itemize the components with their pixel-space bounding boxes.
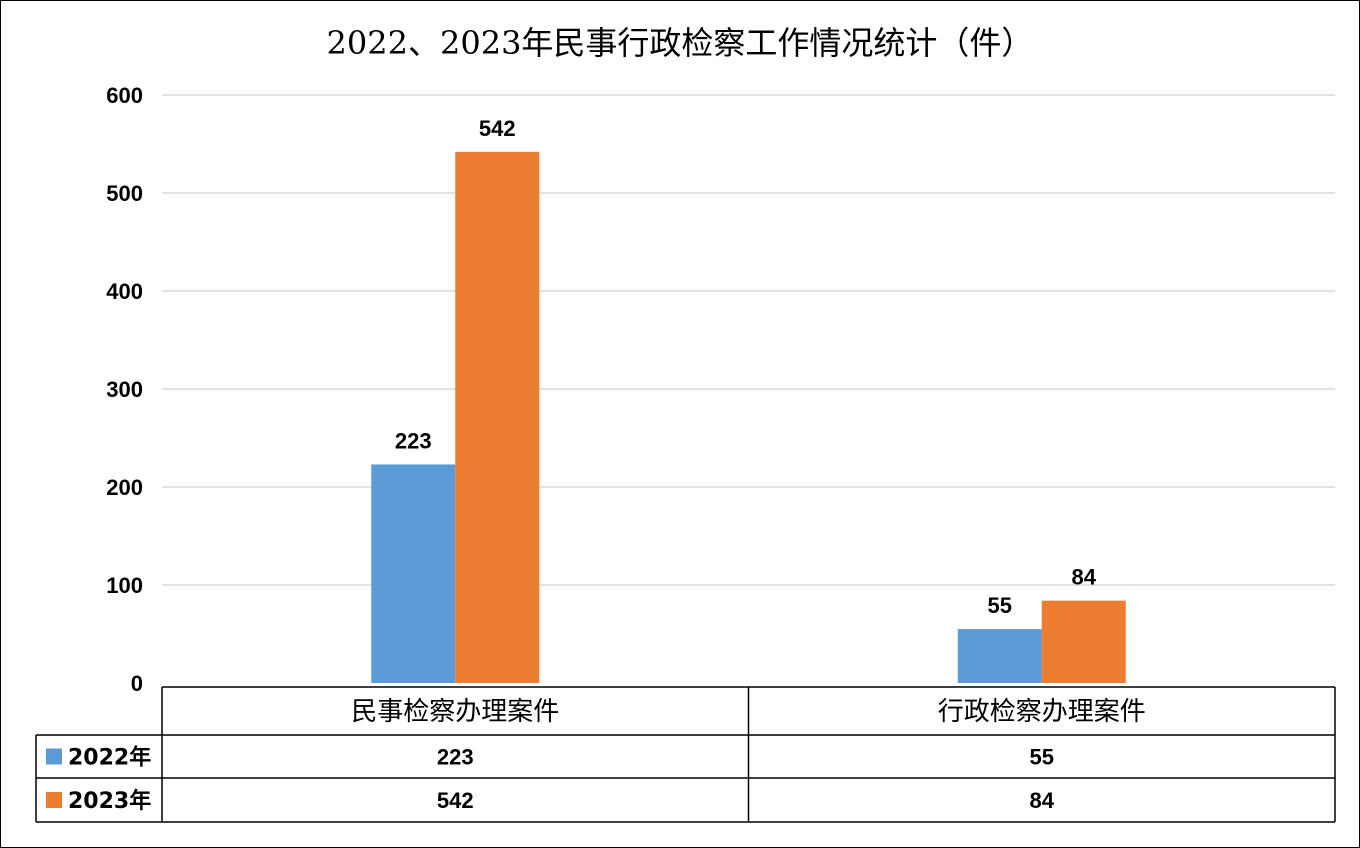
data-label: 223 bbox=[395, 428, 432, 453]
table-cell-value: 223 bbox=[437, 745, 474, 770]
y-tick-label: 600 bbox=[106, 83, 143, 108]
y-tick-label: 300 bbox=[106, 377, 143, 402]
legend-label: 2023年 bbox=[68, 788, 151, 814]
data-label: 55 bbox=[988, 593, 1012, 618]
y-tick-label: 500 bbox=[106, 181, 143, 206]
data-label: 84 bbox=[1072, 565, 1097, 590]
legend-swatch bbox=[46, 792, 62, 808]
data-label: 542 bbox=[479, 116, 516, 141]
y-tick-label: 200 bbox=[106, 475, 143, 500]
chart-title: 2022、2023年民事行政检察工作情况统计（件） bbox=[326, 24, 1034, 62]
bar bbox=[1041, 600, 1126, 683]
table-cell-value: 84 bbox=[1030, 788, 1055, 813]
table-cell-value: 55 bbox=[1030, 745, 1054, 770]
legend-label: 2022年 bbox=[68, 745, 151, 771]
y-tick-label: 100 bbox=[106, 573, 143, 598]
y-tick-label: 400 bbox=[106, 279, 143, 304]
bar bbox=[455, 151, 540, 684]
y-tick-label: 0 bbox=[131, 671, 143, 696]
category-label: 行政检察办理案件 bbox=[938, 697, 1146, 727]
bar bbox=[371, 464, 456, 683]
bar bbox=[957, 629, 1042, 683]
table-cell-value: 542 bbox=[437, 788, 474, 813]
category-label: 民事检察办理案件 bbox=[351, 697, 559, 727]
legend-swatch bbox=[46, 748, 62, 765]
